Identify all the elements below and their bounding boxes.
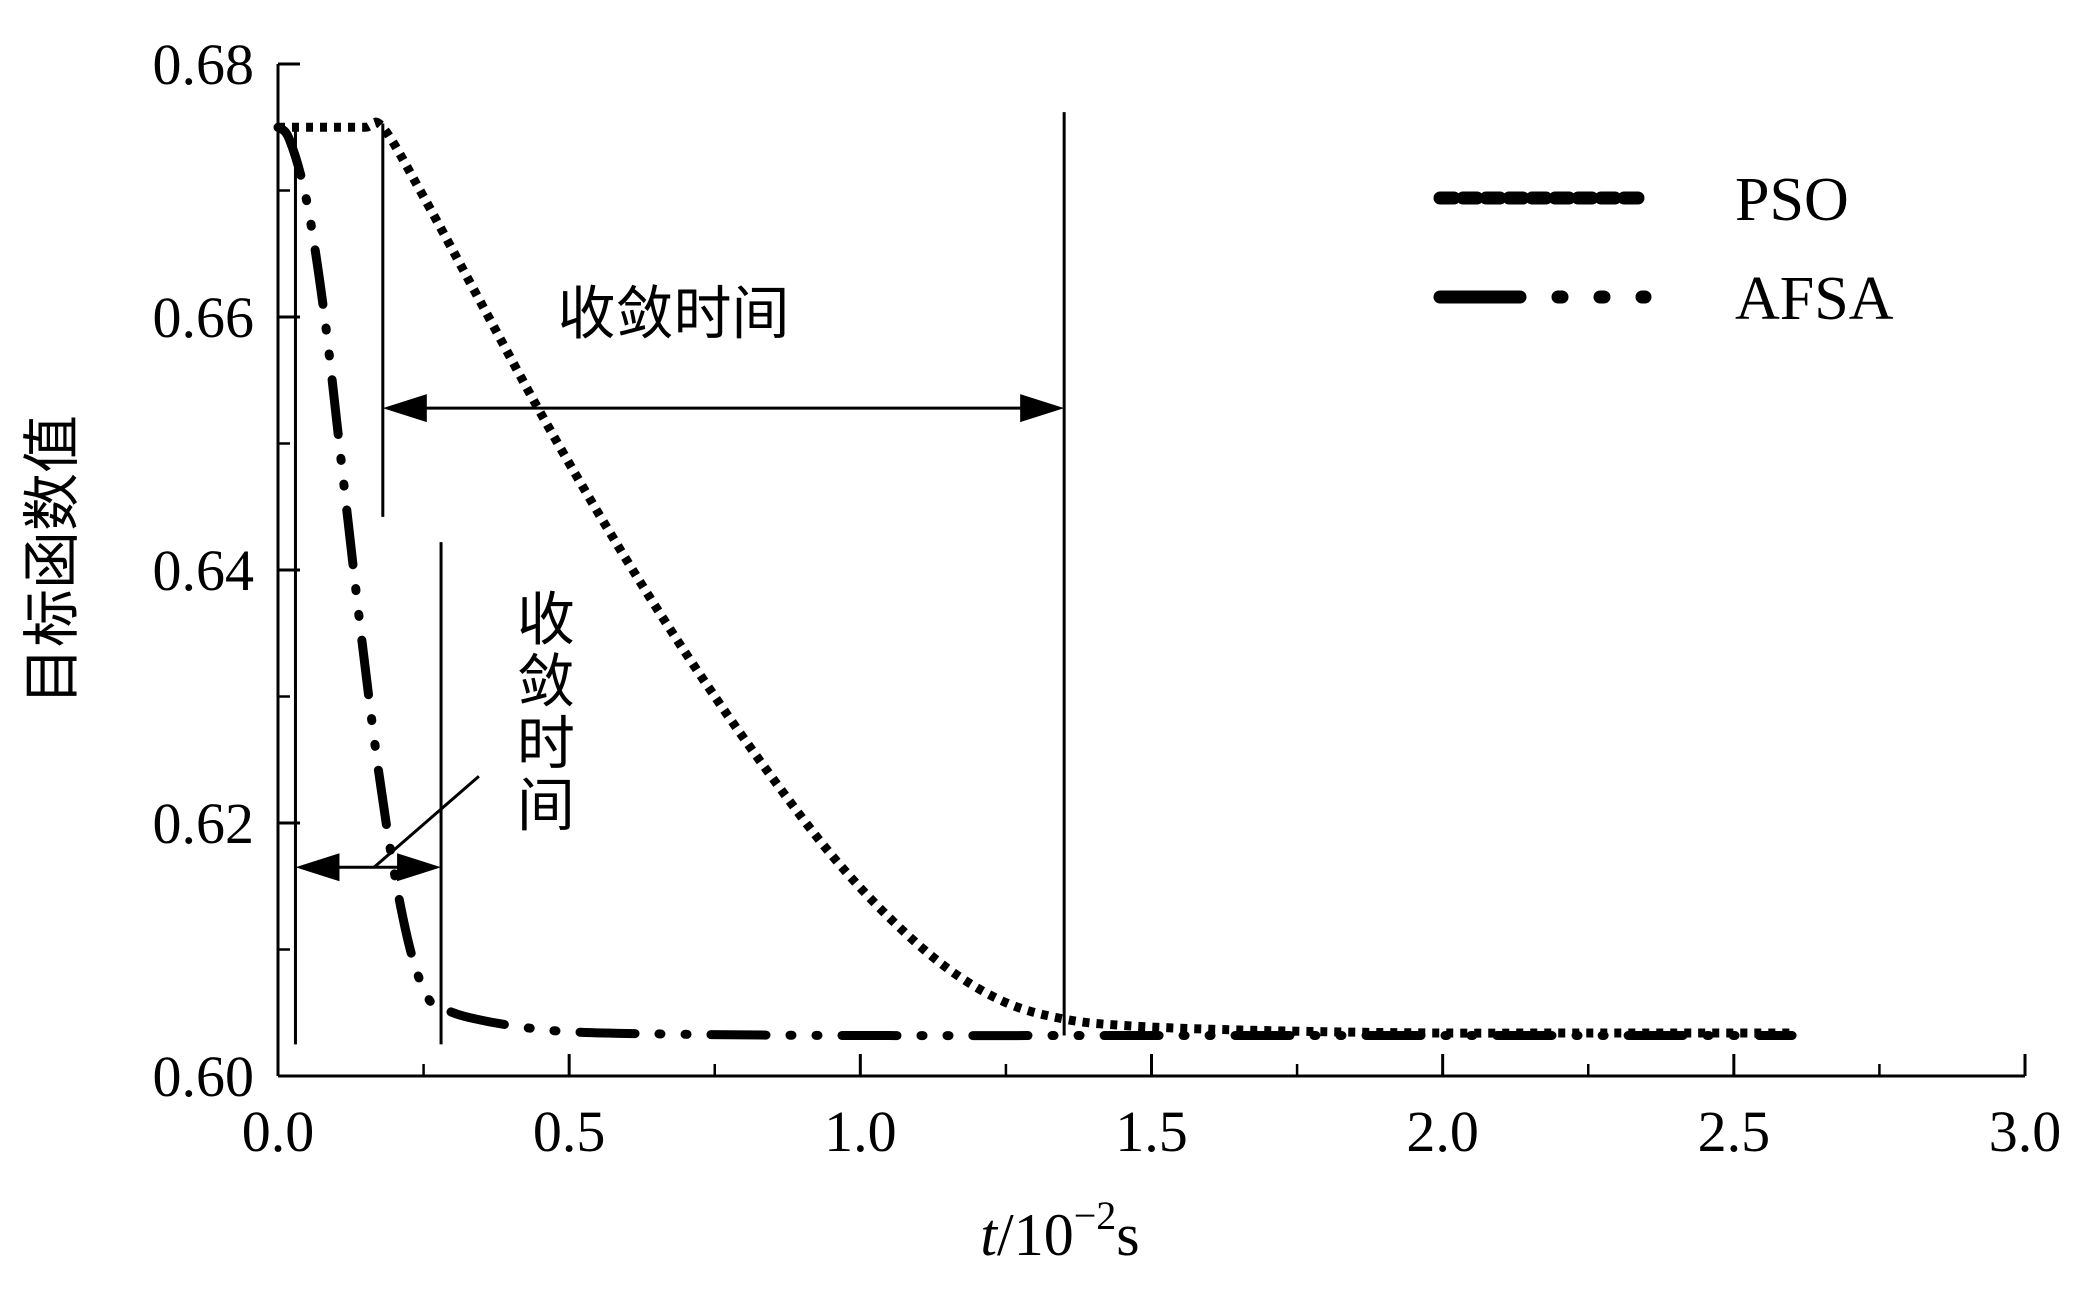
afsa-convergence-label-char: 时 xyxy=(517,710,575,778)
afsa-convergence-arrowhead-left xyxy=(295,853,340,882)
series-layer xyxy=(273,117,1797,1041)
y-tick-label: 0.64 xyxy=(153,538,255,603)
x-tick-label: 3.0 xyxy=(1989,1099,2062,1164)
y-tick-label: 0.66 xyxy=(153,285,255,350)
x-tick-label: 2.0 xyxy=(1406,1099,1479,1164)
afsa-convergence-label-char: 收 xyxy=(517,586,575,654)
pso-convergence-label: 收敛时间 xyxy=(557,279,789,347)
ticks: 0.0 0.5 1.0 1.5 2.0 2.5 3.0 0.60 0.62 0.64 0.66 0.6… xyxy=(153,32,2062,1164)
afsa-convergence-label-char: 间 xyxy=(517,772,575,840)
x-tick-label: 0.0 xyxy=(242,1099,315,1164)
afsa-convergence-label-char: 敛 xyxy=(517,648,575,716)
x-tick-label: 1.5 xyxy=(1115,1099,1188,1164)
x-axis-title-exponent: −2 xyxy=(1074,1193,1117,1238)
y-axis-title: 目标函数值 xyxy=(18,415,86,705)
pso-convergence-arrowhead-left xyxy=(382,394,427,423)
y-tick-label: 0.60 xyxy=(153,1044,255,1109)
series-afsa-line xyxy=(273,122,1797,1041)
legend-label-pso: PSO xyxy=(1735,166,1849,234)
legend-label-afsa: AFSA xyxy=(1735,265,1894,333)
x-tick-label: 0.5 xyxy=(533,1099,606,1164)
x-axis-title-unit: s xyxy=(1116,1202,1139,1268)
pso-convergence-arrowhead-right xyxy=(1020,394,1065,423)
x-axis-title-italic: t xyxy=(980,1202,998,1268)
legend: PSO AFSA xyxy=(1433,166,1894,333)
y-tick-label: 0.62 xyxy=(153,791,255,856)
series-pso-line xyxy=(277,117,1793,1038)
x-axis-title: t/10−2s xyxy=(980,1193,1139,1268)
x-tick-label: 1.0 xyxy=(824,1099,897,1164)
x-axis-title-base: /10 xyxy=(997,1202,1074,1268)
y-tick-label: 0.68 xyxy=(153,32,255,97)
x-tick-label: 2.5 xyxy=(1698,1099,1771,1164)
afsa-label-leader xyxy=(373,775,480,869)
afsa-convergence-arrowhead-right xyxy=(397,853,442,882)
